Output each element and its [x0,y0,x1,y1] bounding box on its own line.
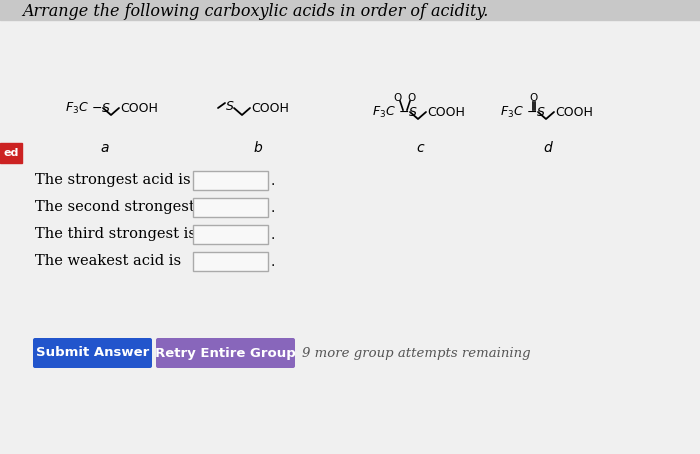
Text: .: . [270,255,274,269]
Text: .: . [270,201,274,215]
Text: d: d [544,141,552,155]
Bar [193,171,268,189]
Text: Arrange the following carboxylic acids in order of acidity.: Arrange the following carboxylic acids i… [22,4,489,20]
Text: O: O [530,93,538,103]
Text: b: b [253,141,262,155]
Bar [193,224,268,243]
FancyBboxPatch shape [33,338,152,368]
Text: $-S$: $-S$ [526,105,546,118]
Text: COOH: COOH [251,102,289,114]
Text: $F_3C$: $F_3C$ [500,104,524,119]
Text: The weakest acid is: The weakest acid is [35,254,181,268]
Text: a: a [101,141,109,155]
Text: COOH: COOH [120,102,158,114]
Text: Retry Entire Group: Retry Entire Group [155,346,296,360]
FancyBboxPatch shape [156,338,295,368]
Bar [193,197,268,217]
Text: .: . [270,174,274,188]
Text: COOH: COOH [427,105,465,118]
Bar [0,0,700,20]
Text: The third strongest is: The third strongest is [35,227,196,241]
Text: The strongest acid is: The strongest acid is [35,173,190,187]
Text: O: O [408,93,416,103]
Text: $F_3C$: $F_3C$ [65,100,89,116]
Text: COOH: COOH [555,105,593,118]
Text: 9 more group attempts remaining: 9 more group attempts remaining [302,346,531,360]
Text: The second strongest is: The second strongest is [35,200,211,214]
Text: ed: ed [4,148,19,158]
Bar [193,252,268,271]
Text: $-S$: $-S$ [91,102,111,114]
Text: $F_3C$: $F_3C$ [372,104,396,119]
Text: $S$: $S$ [225,99,235,113]
Text: .: . [270,228,274,242]
Text: $-S$: $-S$ [398,105,418,118]
Text: Submit Answer: Submit Answer [36,346,149,360]
Text: O: O [394,93,402,103]
Bar [0,143,22,163]
Text: c: c [416,141,424,155]
